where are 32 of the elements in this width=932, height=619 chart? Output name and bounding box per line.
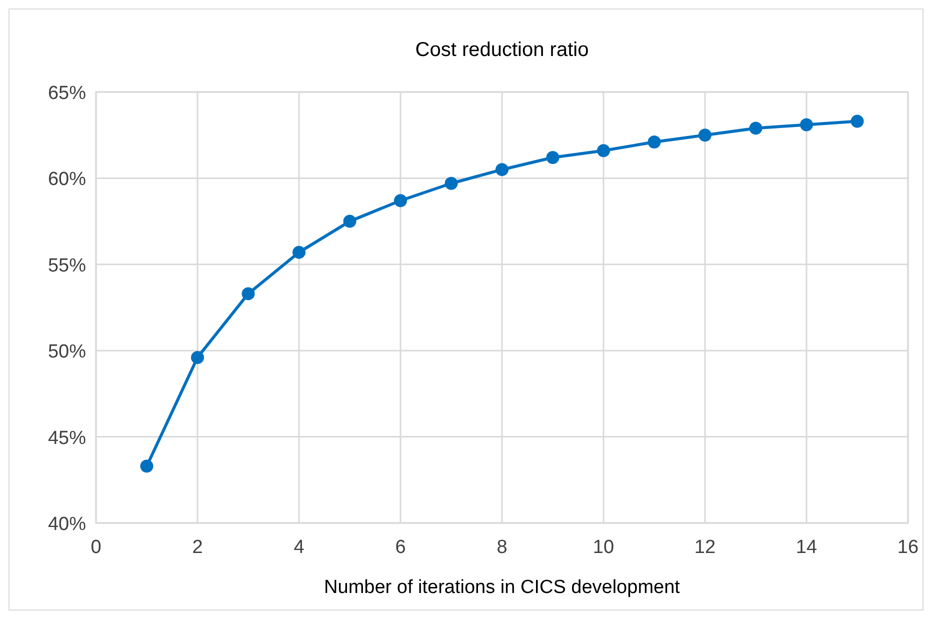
- y-tick-label: 45%: [48, 428, 86, 449]
- x-tick-label: 6: [395, 537, 406, 558]
- x-tick-label: 0: [90, 537, 102, 558]
- chart-title: Cost reduction ratio: [415, 39, 589, 61]
- y-tick-label: 40%: [48, 514, 86, 535]
- x-tick-label: 2: [192, 537, 203, 558]
- x-tick-label: 8: [496, 537, 508, 558]
- point: [648, 135, 661, 148]
- point: [800, 118, 813, 132]
- point: [394, 194, 407, 208]
- x-tick-label: 16: [897, 537, 919, 558]
- point: [444, 176, 458, 190]
- x-axis-title: Number of iterations in CICS development: [324, 577, 681, 598]
- point: [698, 128, 712, 142]
- point: [140, 460, 154, 473]
- y-tick-label: 55%: [48, 255, 86, 276]
- point: [191, 350, 204, 364]
- y-tick-label: 50%: [48, 342, 86, 363]
- point: [343, 214, 356, 228]
- point: [292, 246, 306, 259]
- point: [496, 163, 508, 176]
- point: [242, 287, 255, 300]
- x-tick-label: 12: [694, 537, 716, 558]
- x-tick-label: 10: [592, 537, 614, 558]
- point: [749, 122, 762, 135]
- point: [546, 151, 560, 164]
- point: [597, 144, 610, 158]
- x-tick-label: 4: [294, 537, 305, 558]
- y-tick-label: 65%: [48, 83, 86, 104]
- point: [850, 114, 864, 128]
- y-tick-label: 60%: [48, 169, 86, 190]
- x-tick-label: 14: [796, 537, 818, 558]
